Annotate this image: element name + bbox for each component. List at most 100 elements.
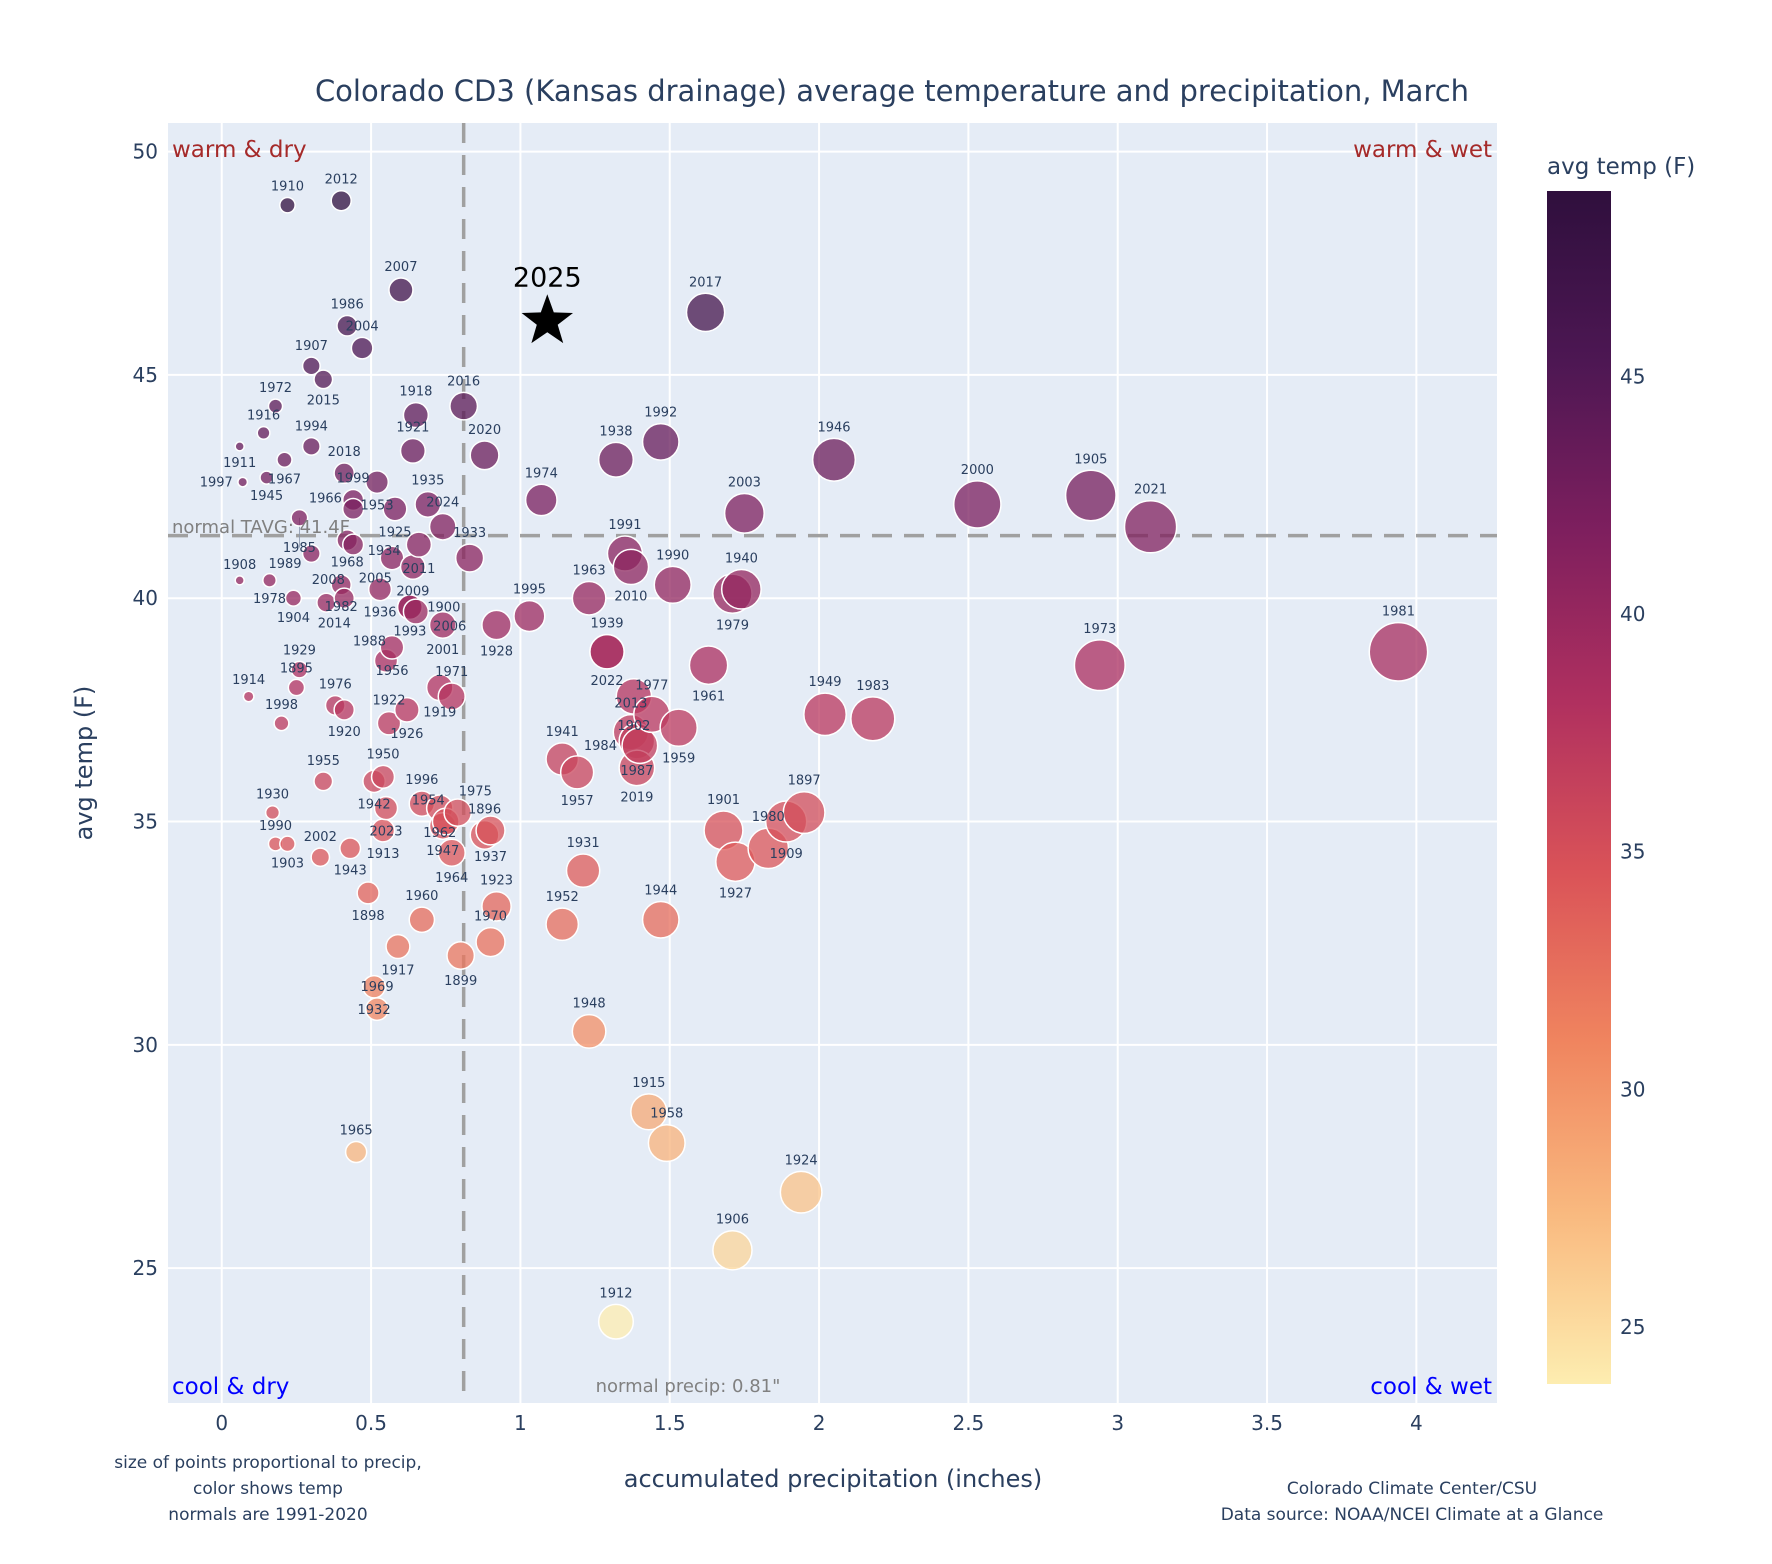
point-label: 1948	[573, 997, 606, 1012]
data-point	[428, 611, 457, 639]
point-label: 1937	[474, 850, 507, 865]
source-line: Data source: NOAA/NCEI Climate at a Glan…	[1221, 1505, 1604, 1525]
point-label: 2019	[620, 791, 653, 806]
quadrant-cool-wet: cool & wet	[1370, 1374, 1492, 1400]
point-label: 2015	[307, 394, 340, 409]
data-point	[559, 755, 595, 790]
highlight-label: 2025	[513, 262, 582, 293]
x-tick-label: 0	[215, 1411, 228, 1435]
point-label: 1898	[352, 909, 385, 924]
point-label: 1966	[309, 491, 342, 506]
point-label: 1909	[770, 847, 803, 862]
point-label: 1983	[856, 679, 889, 694]
point-label: 1929	[283, 643, 316, 658]
point-label: 1945	[250, 489, 283, 504]
data-point	[811, 437, 857, 482]
data-point	[279, 196, 296, 214]
quadrant-cool-dry: cool & dry	[172, 1374, 289, 1400]
data-point	[1073, 639, 1126, 692]
normal-precip-label: normal precip: 0.81"	[596, 1376, 781, 1397]
point-label: 1965	[340, 1123, 373, 1138]
point-label: 1901	[707, 793, 740, 808]
point-label: 1989	[268, 557, 301, 572]
point-label: 1946	[817, 420, 850, 435]
data-point	[301, 356, 321, 376]
x-tick-label: 0.5	[355, 1411, 387, 1435]
data-point	[449, 391, 479, 421]
point-label: 1957	[561, 794, 594, 809]
point-label: 2003	[728, 476, 761, 491]
data-point	[723, 492, 765, 534]
point-label: 1992	[644, 406, 677, 421]
point-label: 2007	[384, 260, 417, 275]
point-label: 1906	[716, 1213, 749, 1228]
data-point	[336, 314, 359, 337]
data-point	[641, 900, 680, 939]
point-label: 1939	[590, 617, 623, 632]
footnote-line: color shows temp	[193, 1479, 343, 1499]
point-label: 2005	[359, 572, 392, 587]
data-point	[350, 336, 374, 360]
y-tick-label: 50	[133, 140, 158, 164]
data-point	[376, 710, 402, 736]
data-point	[1064, 469, 1117, 522]
point-label: 1911	[223, 456, 256, 471]
colorbar-tick-label: 45	[1620, 364, 1645, 388]
point-label: 1976	[319, 678, 352, 693]
y-tick-label: 45	[133, 363, 158, 387]
point-label: 1984	[584, 739, 617, 754]
x-axis-ticks: 0 0.5 1 1.5 2 2.5 3 3.5 4	[215, 1411, 1422, 1435]
colorbar-tick-label: 35	[1620, 840, 1645, 864]
data-point	[333, 699, 356, 721]
point-label: 1981	[1382, 605, 1415, 620]
point-label: 1950	[366, 747, 399, 762]
point-label: 1933	[453, 526, 486, 541]
data-point	[399, 437, 427, 464]
point-label: 1936	[363, 606, 396, 621]
point-label: 2002	[304, 830, 337, 845]
data-point	[273, 715, 290, 732]
data-point	[589, 633, 625, 670]
footnote-right: Colorado Climate Center/CSU Data source:…	[1221, 1479, 1604, 1525]
point-label: 2006	[433, 620, 466, 635]
data-point	[597, 441, 635, 478]
data-point	[256, 425, 271, 441]
data-point	[565, 853, 601, 889]
point-label: 1986	[331, 298, 364, 313]
point-label: 1904	[277, 611, 310, 626]
point-label: 1972	[259, 381, 292, 396]
point-label: 2001	[426, 643, 459, 658]
data-point	[301, 436, 321, 456]
point-label: 1932	[358, 1003, 391, 1018]
data-point	[782, 790, 826, 835]
point-label: 1956	[375, 664, 408, 679]
normal-temp-label: normal TAVG: 41.4F	[172, 517, 350, 538]
data-point	[242, 690, 255, 703]
point-label: 1985	[283, 541, 316, 556]
data-point	[454, 543, 485, 573]
data-point	[365, 997, 390, 1022]
y-tick-label: 35	[133, 810, 158, 834]
data-point	[373, 795, 399, 821]
point-label: 1990	[656, 548, 689, 563]
data-point	[367, 577, 393, 602]
y-axis-title: avg temp (F)	[70, 686, 98, 841]
point-label: 1931	[567, 836, 600, 851]
data-point	[437, 838, 466, 867]
point-label: 1997	[200, 476, 233, 491]
data-point	[647, 1123, 686, 1163]
data-point	[259, 470, 274, 485]
chart-title: Colorado CD3 (Kansas drainage) average t…	[315, 74, 1469, 108]
point-label: 1991	[608, 518, 641, 533]
point-label: 1982	[325, 600, 358, 615]
data-point	[301, 544, 321, 564]
point-label: 1908	[223, 558, 256, 573]
data-point	[545, 907, 580, 942]
point-label: 1969	[361, 980, 394, 995]
data-points	[234, 189, 1429, 1340]
point-label: 1913	[366, 847, 399, 862]
point-labels: 2025 2012 1910 2007 2017 1986 2004 1907 2015 1972…	[200, 173, 1415, 1302]
point-label: 2022	[590, 674, 623, 689]
x-axis-title: accumulated precipitation (inches)	[624, 1465, 1042, 1493]
